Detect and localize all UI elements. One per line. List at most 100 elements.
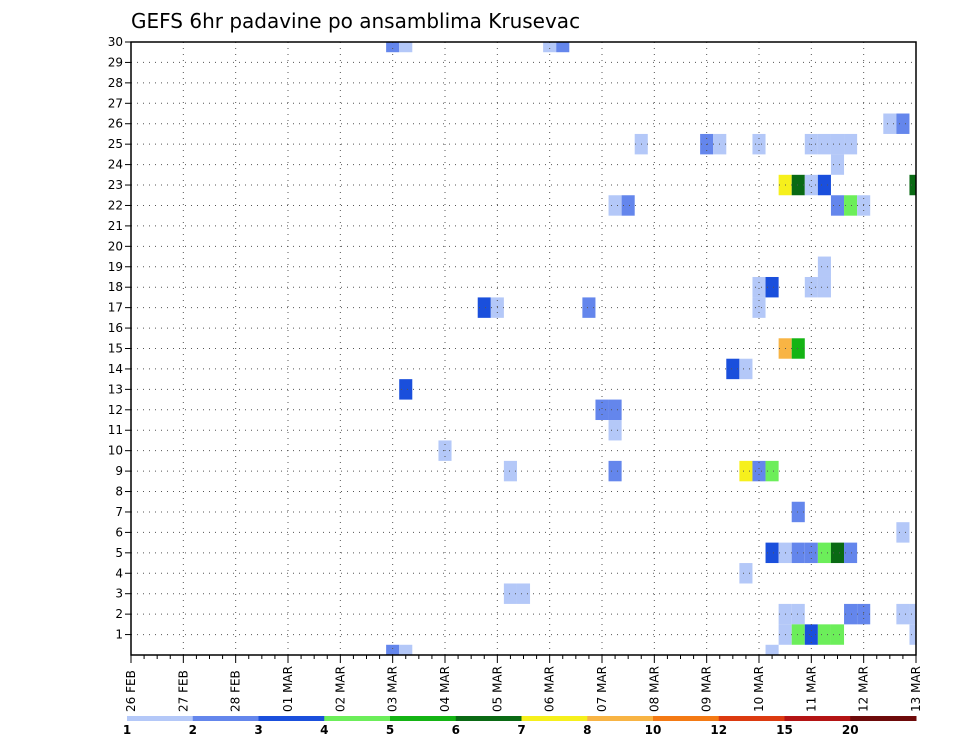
- heatmap-cell: [817, 624, 831, 645]
- heatmap-cell: [817, 276, 831, 298]
- heatmap-cell: [765, 542, 779, 564]
- legend-swatch: [127, 716, 194, 721]
- x-tick-label: 06 MAR: [543, 666, 557, 712]
- x-tick-label: 02 MAR: [333, 666, 347, 712]
- y-tick-label: 22: [108, 198, 123, 212]
- heatmap-cell: [830, 624, 845, 645]
- y-tick-label: 7: [115, 505, 123, 519]
- heatmap-cell: [739, 358, 753, 380]
- legend-swatch: [324, 716, 391, 721]
- heatmap-cell: [791, 174, 805, 196]
- x-tick-label: 13 MAR: [909, 666, 923, 712]
- y-tick-label: 4: [115, 566, 123, 580]
- x-tick-label: 09 MAR: [700, 666, 714, 712]
- heatmap-cell: [909, 603, 916, 625]
- heatmap-cell: [791, 542, 805, 564]
- heatmap-cell: [817, 174, 831, 196]
- legend-label: 10: [645, 723, 662, 737]
- legend-label: 1: [123, 723, 131, 737]
- heatmap-cell: [791, 603, 805, 625]
- heatmap-cell: [621, 195, 635, 216]
- heatmap-cell: [804, 624, 818, 645]
- heatmap-cell: [543, 42, 557, 53]
- x-tick-label: 04 MAR: [438, 666, 452, 712]
- heatmap-cell: [844, 195, 858, 216]
- y-tick-label: 13: [108, 382, 123, 396]
- heatmap-cell: [503, 460, 517, 482]
- heatmap-cell: [503, 583, 517, 604]
- heatmap-cell: [830, 542, 845, 564]
- heatmap-cell: [765, 460, 779, 482]
- y-tick-label: 27: [108, 96, 123, 110]
- heatmap-cell: [909, 624, 916, 645]
- x-tick-label: 26 FEB: [124, 670, 138, 712]
- heatmap-cell: [608, 460, 622, 482]
- heatmap-cell: [556, 42, 570, 53]
- legend-label: 20: [842, 723, 859, 737]
- x-tick-label: 05 MAR: [490, 666, 504, 712]
- heatmap-cell: [791, 501, 805, 523]
- x-tick-label: 12 MAR: [857, 666, 871, 712]
- y-tick-label: 26: [108, 117, 123, 131]
- chart-title: GEFS 6hr padavine po ansamblima Krusevac: [131, 9, 580, 33]
- y-tick-label: 11: [108, 423, 123, 437]
- x-tick-label: 10 MAR: [752, 666, 766, 712]
- heatmap-cell: [883, 113, 897, 134]
- heatmap-cell: [791, 338, 805, 359]
- heatmap-cell: [399, 42, 413, 53]
- y-tick-label: 29: [108, 55, 123, 69]
- heatmap-cell: [752, 276, 766, 298]
- heatmap-cell: [817, 256, 831, 277]
- legend-swatch: [455, 716, 522, 721]
- x-axis: 26 FEB 27 FEB 28 FEB 01 MAR 02 MAR 03 MAR 04 M…: [124, 655, 923, 712]
- legend-label: 3: [254, 723, 262, 737]
- legend-label: 2: [189, 723, 197, 737]
- heatmap-cell: [791, 624, 805, 645]
- heatmap-cell: [399, 379, 413, 400]
- y-tick-label: 6: [115, 525, 123, 539]
- y-tick-label: 12: [108, 403, 123, 417]
- heatmap-cell: [830, 133, 845, 155]
- heatmap-cell: [582, 297, 596, 318]
- heatmap-cell: [830, 195, 845, 216]
- y-tick-label: 20: [108, 239, 123, 253]
- y-tick-label: 5: [115, 546, 123, 560]
- heatmap-cell: [844, 133, 858, 155]
- y-tick-label: 8: [115, 485, 123, 499]
- y-tick-label: 9: [115, 464, 123, 478]
- heatmap-cell: [608, 420, 622, 441]
- legend-swatch: [587, 716, 654, 721]
- y-tick-label: 10: [108, 444, 123, 458]
- legend-swatch: [784, 716, 851, 721]
- legend-label: 7: [517, 723, 525, 737]
- x-tick-label: 08 MAR: [647, 666, 661, 712]
- y-tick-label: 23: [108, 178, 123, 192]
- legend-swatch: [521, 716, 588, 721]
- grid-lines: [131, 42, 916, 655]
- heatmap-cell: [804, 276, 818, 298]
- legend-swatch: [258, 716, 325, 721]
- heatmap-cell: [817, 133, 831, 155]
- heatmap-cell: [477, 297, 491, 318]
- heatmap-cell: [804, 174, 818, 196]
- y-tick-label: 14: [108, 362, 123, 376]
- y-tick-label: 2: [115, 607, 123, 621]
- heatmap-cells: [386, 42, 916, 655]
- x-tick-label: 27 FEB: [176, 670, 190, 712]
- heatmap-cell: [896, 522, 910, 543]
- heatmap-cell: [909, 174, 916, 196]
- y-tick-label: 28: [108, 76, 123, 90]
- y-tick-label: 25: [108, 137, 123, 151]
- legend-swatch: [390, 716, 457, 721]
- legend-swatch: [718, 716, 785, 721]
- legend-label: 4: [320, 723, 328, 737]
- y-tick-label: 17: [108, 301, 123, 315]
- legend: 1 2 3 4 5 6 7 8 10 12 15 20: [123, 716, 917, 737]
- y-tick-label: 24: [108, 158, 123, 172]
- y-tick-label: 19: [108, 260, 123, 274]
- x-tick-label: 28 FEB: [229, 670, 243, 712]
- legend-swatch: [850, 716, 917, 721]
- x-tick-label: 03 MAR: [386, 666, 400, 712]
- heatmap-cell: [844, 542, 858, 564]
